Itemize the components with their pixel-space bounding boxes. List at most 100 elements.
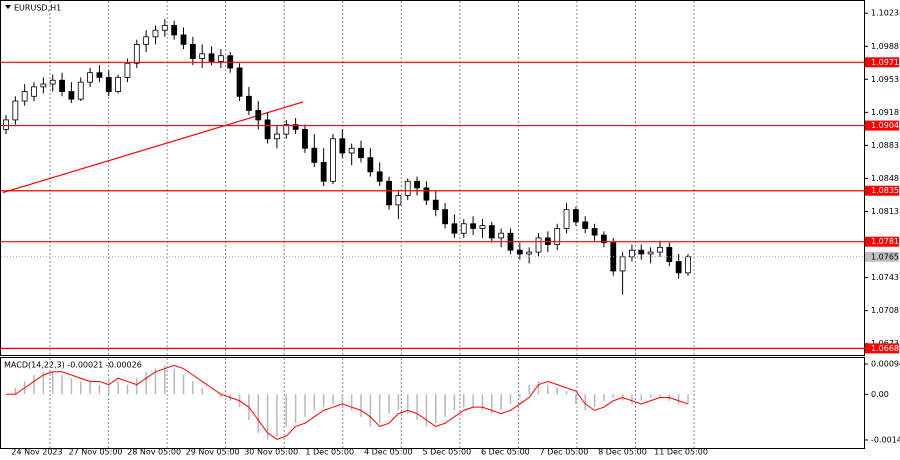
- candle-body: [339, 138, 346, 154]
- candle-body: [115, 77, 122, 92]
- x-tick-label: 6 Dec 05:00: [481, 448, 530, 457]
- candle-body: [526, 251, 533, 255]
- candle-body: [68, 91, 75, 100]
- candle-body: [376, 171, 383, 182]
- x-tick-label: 27 Nov 05:00: [69, 448, 123, 457]
- x-tick-label: 4 Dec 05:00: [364, 448, 413, 457]
- candle-body: [311, 147, 318, 163]
- candle-body: [199, 53, 206, 59]
- x-tick-label: 1 Dec 05:00: [305, 448, 354, 457]
- candle-body: [21, 91, 28, 102]
- level-label: 1.0668: [871, 344, 899, 353]
- candle-body: [535, 237, 542, 253]
- level-label: 1.0904: [871, 121, 899, 130]
- y-tick-label: 1.0883: [871, 141, 899, 150]
- y-tick-label: 1.0813: [871, 207, 899, 216]
- candle-body: [283, 124, 290, 135]
- candle-body: [498, 232, 505, 239]
- candle-body: [3, 119, 9, 130]
- macd-panel: [0, 357, 865, 449]
- candle-body: [49, 79, 56, 85]
- candle-body: [638, 249, 645, 255]
- candle-body: [563, 209, 570, 229]
- y-tick-label: 1.0708: [871, 306, 899, 315]
- candle-body: [320, 161, 327, 182]
- current-price-box: [865, 251, 899, 262]
- candle-body: [152, 29, 159, 38]
- y-tick-label: -0.00142: [871, 435, 900, 444]
- candle-body: [395, 195, 402, 206]
- candle-body: [657, 246, 663, 253]
- level-box: [865, 120, 899, 131]
- candle-body: [302, 128, 308, 149]
- candle-body: [629, 249, 635, 258]
- candle-body: [554, 228, 561, 245]
- current-price-label: 1.0765: [871, 252, 899, 261]
- candle-body: [591, 228, 598, 236]
- menu-arrow[interactable]: [5, 5, 11, 9]
- candle-body: [40, 83, 47, 88]
- y-tick-label: 1.0988: [871, 42, 899, 51]
- candle-body: [171, 25, 178, 36]
- y-tick-label: 1.0953: [871, 75, 899, 84]
- candle-body: [386, 180, 392, 206]
- x-tick-label: 7 Dec 05:00: [540, 448, 589, 457]
- candle-body: [601, 234, 607, 244]
- candle-body: [432, 199, 439, 211]
- candle-body: [31, 86, 37, 97]
- macd-title: MACD(14,22,3) -0.00021 -0.00026: [4, 361, 142, 370]
- candle-body: [675, 261, 682, 274]
- candle-body: [647, 251, 654, 255]
- candle-body: [96, 72, 103, 78]
- candle-body: [105, 77, 112, 92]
- candle-body: [619, 256, 626, 272]
- y-tick-label: 0.00: [871, 390, 889, 399]
- candle-body: [516, 249, 523, 255]
- candle-body: [685, 256, 691, 274]
- level-box: [865, 343, 899, 354]
- level-label: 1.0835: [871, 186, 899, 195]
- candle-body: [208, 53, 215, 62]
- candle-body: [12, 100, 19, 121]
- candle-body: [161, 25, 168, 31]
- candle-body: [451, 223, 458, 234]
- price-panel: [0, 0, 865, 356]
- candle-body: [236, 67, 243, 97]
- y-tick-label: 1.1023: [871, 9, 899, 18]
- candle-body: [87, 72, 93, 83]
- candle-body: [572, 209, 579, 223]
- x-tick-label: 11 Dec 05:00: [654, 448, 708, 457]
- candle-body: [59, 79, 65, 92]
- candle-body: [255, 110, 262, 121]
- level-box: [865, 236, 899, 247]
- candle-body: [488, 225, 495, 239]
- x-tick-label: 30 Nov 05:00: [244, 448, 298, 457]
- candle-body: [479, 225, 486, 229]
- y-tick-label: 1.0848: [871, 174, 899, 183]
- candle-body: [442, 209, 448, 225]
- candle-body: [264, 119, 271, 140]
- signal-line: [6, 364, 689, 440]
- candle-body: [189, 43, 196, 59]
- candle-body: [77, 81, 84, 100]
- level-label: 1.0971: [871, 58, 899, 67]
- candle-body: [367, 157, 374, 173]
- candle-body: [246, 95, 252, 111]
- candle-body: [217, 55, 224, 62]
- level-box: [865, 57, 899, 68]
- candle-body: [404, 180, 411, 196]
- candle-body: [124, 62, 131, 78]
- candle-body: [180, 34, 187, 45]
- candle-body: [470, 223, 477, 229]
- y-tick-label: 0.00094: [871, 360, 900, 369]
- x-tick-label: 29 Nov 05:00: [186, 448, 240, 457]
- x-tick-label: 28 Nov 05:00: [127, 448, 181, 457]
- y-tick-label: 1.0743: [871, 273, 899, 282]
- candle-body: [460, 223, 467, 234]
- level-label: 1.0781: [871, 237, 899, 246]
- candle-body: [292, 124, 299, 130]
- x-tick-label: 5 Dec 05:00: [422, 448, 471, 457]
- candle-body: [133, 43, 140, 64]
- candle-body: [330, 138, 336, 182]
